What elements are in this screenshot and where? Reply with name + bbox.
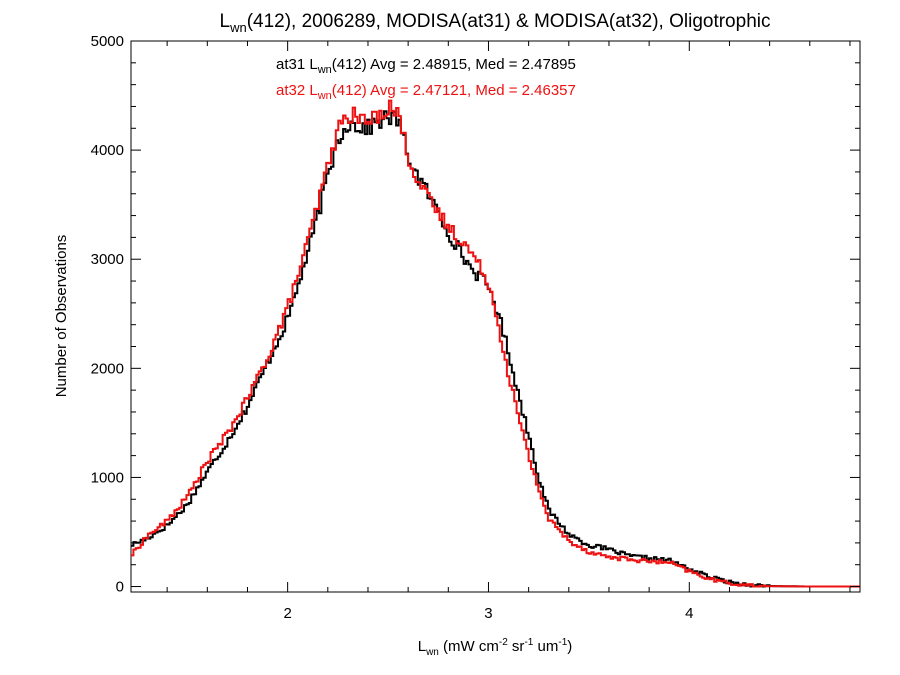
y-tick-label: 1000 [91, 469, 124, 486]
x-axis-title-pre: L [418, 638, 426, 655]
x-axis-title-sup2: -1 [524, 637, 533, 648]
x-tick-label: 4 [685, 605, 693, 622]
x-axis-title-sup1: -2 [499, 637, 508, 648]
x-axis-title-mid2: sr [508, 638, 525, 655]
legend-at31-pre: at31 L [276, 56, 318, 73]
y-tick-label: 3000 [91, 251, 124, 268]
series-layer [131, 99, 860, 588]
y-tick-label: 0 [116, 579, 124, 596]
legend-entry-at32: at32 Lwn(412) Avg = 2.47121, Med = 2.463… [276, 82, 576, 102]
legend-entry-at31: at31 Lwn(412) Avg = 2.48915, Med = 2.478… [276, 56, 576, 76]
chart-title-pre: L [220, 11, 231, 32]
plot-frame [130, 40, 861, 593]
series-line-at32 [131, 99, 860, 588]
legend-at31-sub: wn [317, 64, 332, 76]
legend-at32-sub: wn [317, 90, 332, 102]
y-tick-label: 2000 [91, 360, 124, 377]
x-tick-label: 2 [283, 605, 291, 622]
legend-at32-pre: at32 L [276, 82, 318, 99]
legend-at31-post: (412) Avg = 2.48915, Med = 2.47895 [332, 56, 576, 73]
x-axis-title-mid1: (mW cm [439, 638, 499, 655]
x-axis-title: Lwn (mW cm-2 sr-1 um-1) [418, 637, 573, 658]
legend-at32-post: (412) Avg = 2.47121, Med = 2.46357 [332, 82, 576, 99]
tick-layer: 2 3 4 0 1000 2000 3000 4000 5000 [91, 33, 860, 622]
x-axis-title-post: ) [567, 638, 572, 655]
series-line-at31 [131, 110, 860, 588]
y-tick-label: 5000 [91, 33, 124, 50]
x-tick-label: 3 [484, 605, 492, 622]
chart-title-post: (412), 2006289, MODISA(at31) & MODISA(at… [247, 11, 771, 32]
chart-title: Lwn(412), 2006289, MODISA(at31) & MODISA… [220, 11, 771, 35]
y-axis-title: Number of Observations [53, 235, 70, 398]
y-tick-label: 4000 [91, 142, 124, 159]
x-axis-title-sub: wn [425, 647, 439, 658]
chart-title-sub: wn [229, 20, 247, 35]
x-axis-title-sup3: -1 [558, 637, 567, 648]
x-axis-title-mid3: um [533, 638, 558, 655]
